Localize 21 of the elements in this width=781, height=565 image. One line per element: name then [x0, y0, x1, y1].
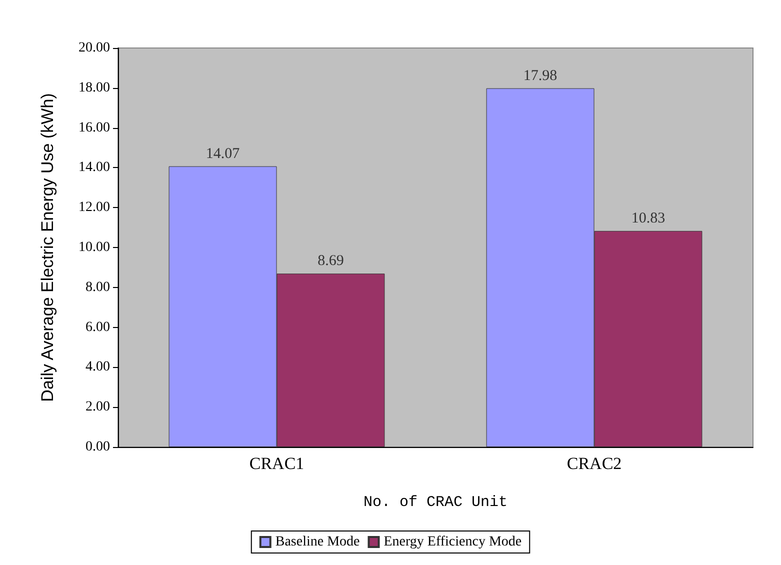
x-axis-title: No. of CRAC Unit: [363, 494, 508, 511]
y-tick-label: 20.00: [78, 40, 110, 56]
y-tick-label: 16.00: [78, 120, 110, 136]
y-tick-label: 8.00: [86, 280, 110, 295]
y-tick-label: 18.00: [78, 80, 110, 96]
legend-label: Energy Efficiency Mode: [384, 534, 522, 550]
x-tick-label: CRAC2: [566, 454, 622, 473]
y-tick-label: 10.00: [78, 240, 110, 255]
y-tick-label: 0.00: [86, 440, 110, 454]
data-label: 10.83: [631, 210, 666, 226]
data-label: 8.69: [318, 253, 344, 270]
data-label: 14.07: [206, 146, 240, 162]
y-tick-label: 14.00: [78, 160, 110, 176]
y-tick-label: 4.00: [86, 360, 110, 375]
x-tick-label: CRAC1: [249, 454, 304, 473]
y-tick-label: 12.00: [78, 200, 110, 216]
legend-label: Baseline Mode: [275, 534, 360, 550]
data-label: 17.98: [523, 68, 558, 84]
y-axis-title: Daily Average Electric Energy Use (kWh): [38, 93, 57, 402]
y-tick-label: 2.00: [86, 400, 110, 415]
y-tick-label: 6.00: [86, 320, 110, 335]
